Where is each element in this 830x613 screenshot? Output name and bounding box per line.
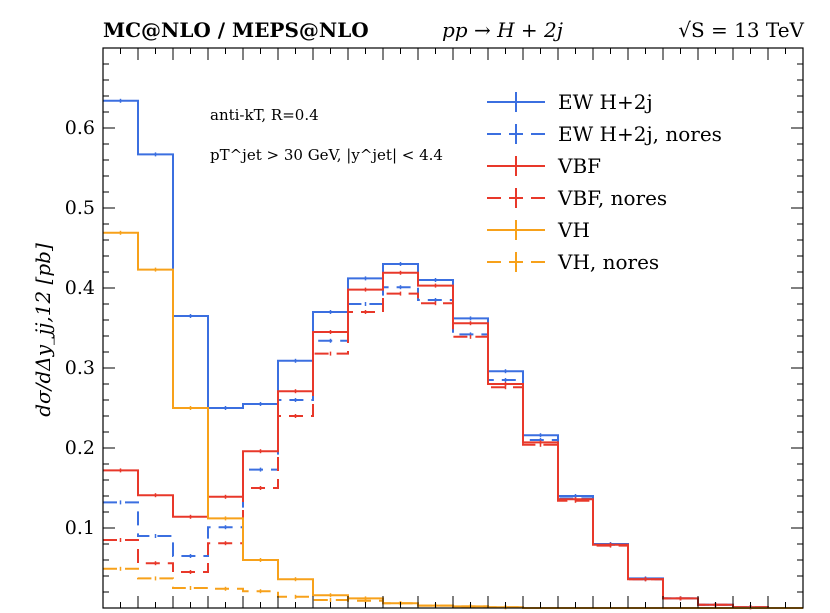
legend-item: VH, nores xyxy=(487,250,659,274)
y-tick-label: 0.3 xyxy=(65,357,95,379)
y-tick-label: 0.1 xyxy=(65,517,95,539)
legend-label: VBF xyxy=(557,154,601,178)
series-layer xyxy=(103,98,803,610)
y-tick-label: 0.6 xyxy=(65,117,95,139)
legend-label: EW H+2j, nores xyxy=(558,122,722,146)
y-tick-label: 0.5 xyxy=(65,197,95,219)
legend-item: VBF, nores xyxy=(487,186,667,210)
legend-label: VH xyxy=(557,218,590,242)
annotation-jet-algorithm: anti-kT, R=0.4 xyxy=(210,106,319,124)
y-axis-label: dσ/dΔy_jj,12 [pb] xyxy=(31,243,55,417)
legend: EW H+2j EW H+2j, nores VBF VBF, nores VH VH, … xyxy=(487,90,722,274)
header-energy-label: √S = 13 TeV xyxy=(678,18,804,42)
legend-item: EW H+2j xyxy=(487,90,653,114)
legend-item: VBF xyxy=(487,154,601,178)
tick-layer: 0.1 0.2 0.3 0.4 0.5 0.6 xyxy=(65,47,804,609)
legend-item: VH xyxy=(487,218,590,242)
y-tick-label: 0.2 xyxy=(65,437,95,459)
legend-label: EW H+2j xyxy=(558,90,653,114)
legend-label: VH, nores xyxy=(557,250,659,274)
y-tick-label: 0.4 xyxy=(65,277,95,299)
legend-label: VBF, nores xyxy=(557,186,667,210)
annotation-jet-cuts: pT^jet > 30 GeV, |y^jet| < 4.4 xyxy=(210,146,443,164)
legend-item: EW H+2j, nores xyxy=(487,122,722,146)
header-process-label: pp → H + 2j xyxy=(442,18,563,42)
header-generator-label: MC@NLO / MEPS@NLO xyxy=(103,18,369,42)
